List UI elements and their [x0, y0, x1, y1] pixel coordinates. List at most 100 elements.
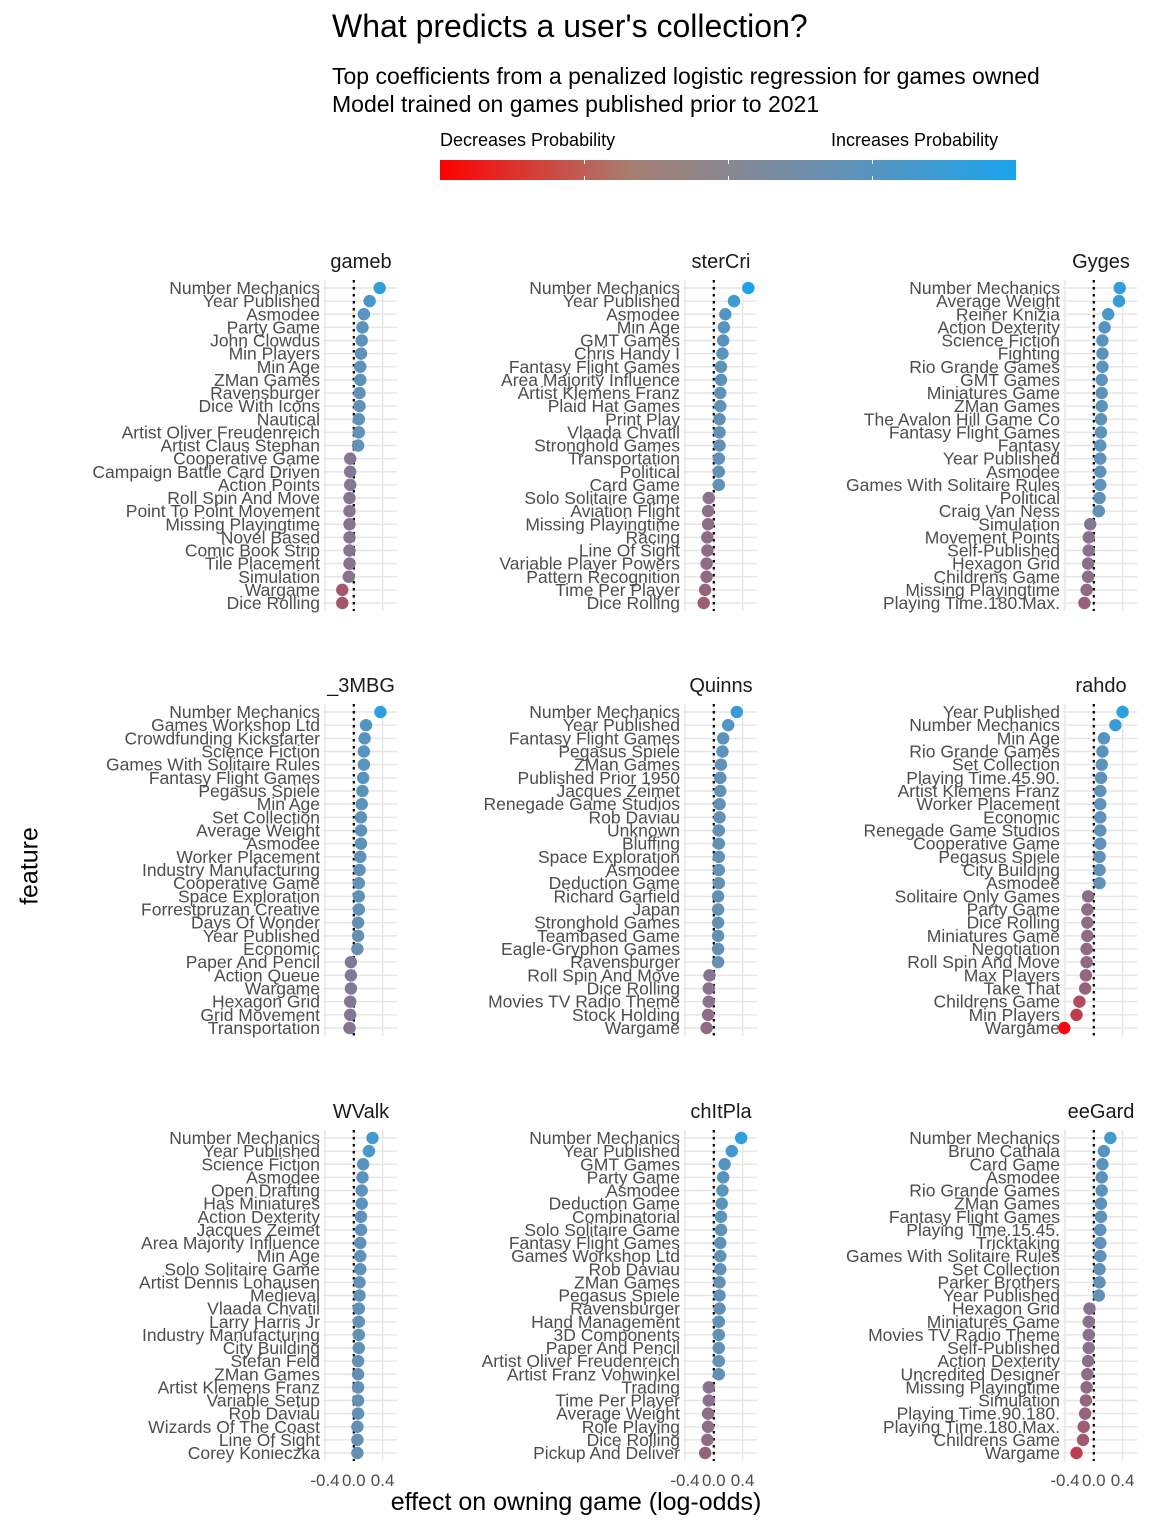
- coefficient-point: [354, 360, 367, 373]
- feature-label: Min Age: [617, 317, 680, 337]
- coefficient-point: [716, 347, 729, 360]
- coefficient-point: [1078, 982, 1092, 995]
- feature-label: Jacques Zeimet: [196, 1220, 320, 1240]
- coefficient-point: [716, 1184, 729, 1197]
- feature-label: Hand Management: [531, 1312, 680, 1332]
- feature-label: Party Game: [967, 900, 1060, 920]
- coefficient-point: [716, 1171, 730, 1184]
- feature-label: Economic: [243, 939, 320, 959]
- coefficient-point: [1076, 1433, 1090, 1447]
- feature-label: ZMan Games: [954, 396, 1060, 416]
- feature-label: Line Of Sight: [579, 541, 680, 561]
- coefficient-point: [1081, 890, 1095, 903]
- feature-label: Role Playing: [582, 1417, 680, 1437]
- panel-title: gameb: [330, 251, 391, 273]
- feature-label: Wargame: [985, 1018, 1060, 1038]
- coefficient-point: [702, 1394, 715, 1407]
- feature-label: Paper And Pencil: [186, 952, 320, 972]
- coefficient-point: [1078, 1407, 1092, 1420]
- coefficient-point: [352, 1302, 366, 1315]
- coefficient-point: [1070, 1446, 1083, 1460]
- coefficient-point: [343, 504, 356, 518]
- coefficient-point: [698, 583, 712, 597]
- feature-label: The Avalon Hill Game Co: [864, 409, 1060, 429]
- feature-label: Asmodee: [246, 304, 320, 324]
- feature-label: Miniatures Game: [927, 926, 1060, 946]
- coefficient-point: [713, 1302, 726, 1315]
- feature-label: Print Play: [605, 409, 680, 429]
- feature-label: Stronghold Games: [534, 913, 680, 933]
- feature-label: Solo Solitaire Game: [524, 1220, 680, 1240]
- feature-label: Renegade Game Studios: [863, 821, 1060, 841]
- feature-label: ZMan Games: [214, 1364, 320, 1384]
- coefficient-point: [344, 982, 358, 995]
- coefficient-point: [700, 1021, 713, 1035]
- feature-label: Dice Rolling: [587, 593, 680, 613]
- coefficient-point: [714, 758, 728, 771]
- legend-tick: [728, 160, 729, 164]
- coefficient-point: [353, 386, 366, 400]
- feature-label: Year Published: [203, 926, 320, 946]
- feature-label: Action Dexterity: [937, 317, 1060, 337]
- coefficient-point: [722, 718, 735, 732]
- feature-label: Vlaada Chvatil: [207, 1299, 320, 1319]
- feature-label: Asmodee: [606, 1181, 680, 1201]
- coefficient-point: [1070, 1008, 1083, 1022]
- coefficient-point: [713, 1289, 726, 1302]
- coefficient-point: [711, 942, 725, 956]
- feature-label: Self-Published: [947, 541, 1060, 561]
- feature-label: Variable Player Powers: [499, 554, 680, 574]
- feature-label: Year Published: [563, 1141, 680, 1161]
- coefficient-point: [352, 1328, 366, 1342]
- coefficient-point: [344, 995, 357, 1008]
- coefficient-point: [351, 439, 365, 452]
- legend-tick: [728, 176, 729, 180]
- coefficient-point: [354, 837, 368, 850]
- legend-tick: [872, 160, 873, 164]
- feature-label: Artist Oliver Freudenreich: [122, 422, 320, 442]
- panel-title: _3MBG: [326, 675, 395, 697]
- coefficient-point: [354, 824, 368, 837]
- coefficient-point: [1083, 1302, 1096, 1315]
- coefficient-point: [1082, 1341, 1095, 1355]
- coefficient-point: [711, 929, 725, 943]
- coefficient-point: [354, 811, 368, 824]
- coefficient-point: [356, 321, 369, 334]
- feature-label: Games With Solitaire Rules: [846, 1246, 1060, 1266]
- coefficient-point: [1098, 321, 1111, 334]
- coefficient-point: [1112, 294, 1126, 308]
- feature-label: Year Published: [203, 1141, 320, 1161]
- feature-label: Asmodee: [246, 834, 320, 854]
- feature-label: Card Game: [970, 1154, 1060, 1174]
- feature-label: Eagle-Gryphon Games: [501, 939, 680, 959]
- feature-label: Fantasy Flight Games: [509, 1233, 680, 1253]
- coefficient-point: [1094, 439, 1107, 452]
- x-tick-label: -0.4: [670, 1471, 699, 1490]
- coefficient-point: [1095, 1184, 1108, 1197]
- feature-label: Area Majority Influence: [501, 370, 680, 390]
- feature-label: Year Published: [563, 291, 680, 311]
- feature-label: Games With Solitaire Rules: [846, 475, 1060, 495]
- coefficient-point: [712, 1328, 726, 1342]
- feature-label: Missing Playingtime: [165, 514, 320, 534]
- coefficient-point: [1082, 1328, 1095, 1342]
- feature-label: Fantasy: [998, 436, 1060, 456]
- x-tick-label: -0.4: [310, 1471, 339, 1490]
- legend-tick: [584, 160, 585, 164]
- coefficient-point: [355, 797, 368, 811]
- coefficient-point: [712, 824, 726, 837]
- coefficient-point: [711, 955, 725, 969]
- feature-label: Artist Klemens Franz: [158, 1377, 320, 1397]
- feature-label: Roll Spin And Move: [527, 965, 680, 985]
- coefficient-point: [351, 1407, 365, 1420]
- feature-label: Average Weight: [936, 291, 1060, 311]
- coefficient-point: [717, 321, 731, 334]
- feature-label: City Building: [963, 860, 1060, 880]
- feature-label: Hexagon Grid: [952, 554, 1060, 574]
- feature-label: Tricktaking: [976, 1233, 1060, 1253]
- coefficient-point: [714, 1236, 727, 1250]
- coefficient-point: [1082, 531, 1095, 544]
- feature-label: Bruno Cathala: [948, 1141, 1060, 1161]
- coefficient-point: [1094, 1197, 1108, 1210]
- x-tick-label: 0.4: [1111, 1471, 1135, 1490]
